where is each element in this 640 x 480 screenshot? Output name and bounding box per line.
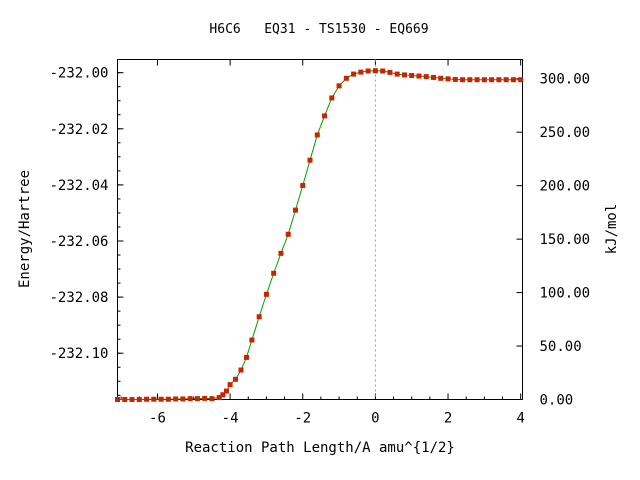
data-point xyxy=(401,72,407,78)
data-point xyxy=(510,77,516,83)
data-point xyxy=(380,68,386,74)
data-point xyxy=(474,77,480,83)
data-point xyxy=(233,376,239,382)
data-point xyxy=(165,396,171,402)
data-point xyxy=(314,132,320,138)
data-point xyxy=(343,75,349,81)
data-point xyxy=(372,68,378,74)
y2-tick-label: 250.00 xyxy=(540,125,591,141)
y2-tick-label: 0.00 xyxy=(540,393,574,409)
data-point xyxy=(409,72,415,78)
data-point xyxy=(358,69,364,75)
data-point xyxy=(351,71,357,77)
y-tick-label: -232.08 xyxy=(49,290,108,306)
data-point xyxy=(489,77,495,83)
x-tick-label: -6 xyxy=(149,411,166,427)
y2-tick-label: 200.00 xyxy=(540,179,591,195)
y2-axis-label: kJ/mol xyxy=(604,204,620,255)
x-axis-label: Reaction Path Length/A amu^{1/2} xyxy=(185,440,455,456)
y-tick-label: -232.02 xyxy=(49,122,108,138)
x-tick-label: 2 xyxy=(444,411,452,427)
data-point xyxy=(518,77,524,83)
data-point xyxy=(329,95,335,101)
data-point xyxy=(249,337,255,343)
series-line xyxy=(117,70,521,400)
series-line-layer xyxy=(117,70,521,400)
data-point xyxy=(481,77,487,83)
x-tick-label: 4 xyxy=(516,411,524,427)
data-point xyxy=(263,291,269,297)
x-tick-label: -4 xyxy=(222,411,239,427)
data-point xyxy=(307,157,313,163)
data-point xyxy=(292,207,298,213)
data-point xyxy=(220,392,226,398)
chart-title: H6C6 EQ31 - TS1530 - EQ669 xyxy=(209,22,428,37)
data-point xyxy=(278,250,284,256)
data-point xyxy=(285,231,291,237)
y-axis-label: Energy/Hartree xyxy=(17,170,33,288)
data-point xyxy=(438,75,444,81)
data-point xyxy=(194,396,200,402)
y2-tick-label: 50.00 xyxy=(540,339,582,355)
y2-tick-label: 150.00 xyxy=(540,232,591,248)
y-tick-label: -232.06 xyxy=(49,234,108,250)
data-point xyxy=(216,395,222,401)
data-point xyxy=(423,74,429,80)
data-point xyxy=(271,270,277,276)
data-point xyxy=(223,388,229,394)
data-point xyxy=(187,396,193,402)
data-point xyxy=(238,367,244,373)
data-point xyxy=(243,354,249,360)
data-point xyxy=(416,73,422,79)
data-point xyxy=(115,397,120,402)
data-point xyxy=(452,76,458,82)
data-point xyxy=(387,69,393,75)
data-point xyxy=(158,396,164,402)
data-point xyxy=(136,397,142,402)
data-point xyxy=(256,314,262,320)
data-point xyxy=(227,382,233,388)
data-point xyxy=(180,396,186,402)
data-point xyxy=(151,396,157,402)
data-point xyxy=(122,397,128,402)
data-point-markers xyxy=(115,68,524,402)
data-point xyxy=(460,77,466,83)
data-point xyxy=(202,395,208,401)
data-point xyxy=(300,182,306,188)
data-point xyxy=(394,71,400,77)
plot-frame xyxy=(117,59,523,400)
data-point xyxy=(209,396,215,402)
data-point xyxy=(467,77,473,83)
axis-ticks: -6 -4 -2 0 2 4 -232.00 -232.02 -232.04 -232.06 -23… xyxy=(49,59,591,427)
data-point xyxy=(173,396,179,402)
y2-tick-label: 300.00 xyxy=(540,72,591,88)
data-point xyxy=(144,396,150,402)
data-point xyxy=(496,77,502,83)
data-point xyxy=(322,113,328,119)
data-point xyxy=(365,68,371,74)
y-tick-label: -232.00 xyxy=(49,66,108,82)
x-tick-label: -2 xyxy=(294,411,311,427)
data-point xyxy=(431,74,437,80)
y-tick-label: -232.04 xyxy=(49,178,108,194)
y2-tick-label: 100.00 xyxy=(540,286,591,302)
data-point xyxy=(445,76,451,82)
data-point xyxy=(503,77,509,83)
data-point xyxy=(129,397,135,402)
x-tick-label: 0 xyxy=(371,411,379,427)
y-tick-label: -232.10 xyxy=(49,346,108,362)
data-point xyxy=(336,83,342,89)
